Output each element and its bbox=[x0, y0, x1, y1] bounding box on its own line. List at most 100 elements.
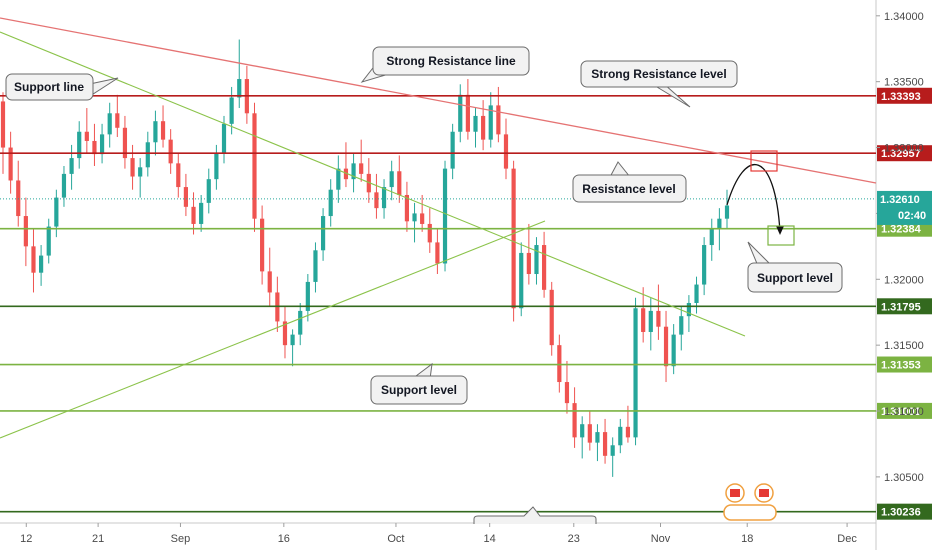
candle-body bbox=[160, 121, 166, 140]
strong-resistance-trendline[interactable] bbox=[0, 17, 877, 184]
candle-body bbox=[618, 426, 623, 446]
candle-body bbox=[412, 213, 417, 222]
candle-body bbox=[663, 326, 669, 367]
candle-body bbox=[526, 252, 531, 275]
callout-strong-resistance-line[interactable]: Strong Resistance line bbox=[360, 46, 530, 83]
candle-body bbox=[442, 168, 448, 264]
candle-body bbox=[84, 131, 89, 141]
candle-body bbox=[168, 139, 173, 164]
y-tick-label: 1.30500 bbox=[884, 472, 924, 484]
candle-body bbox=[176, 163, 181, 188]
level-price-label: 1.32384 bbox=[881, 224, 922, 236]
candle-body bbox=[92, 140, 97, 155]
candle-body bbox=[641, 308, 646, 332]
candle-body bbox=[313, 250, 318, 282]
current-price-value: 1.32610 bbox=[880, 194, 920, 206]
level-price-label: 1.32957 bbox=[881, 148, 921, 160]
callout-support-level-lower[interactable]: Support level bbox=[370, 362, 468, 405]
callout-support-level-right[interactable]: Support level bbox=[747, 241, 843, 293]
candle-body bbox=[351, 163, 356, 180]
candle-body bbox=[138, 167, 143, 177]
candle-body bbox=[107, 113, 112, 135]
candle-body bbox=[99, 134, 105, 155]
x-tick-label: 23 bbox=[568, 533, 580, 545]
candle-body bbox=[702, 245, 707, 285]
x-tick-label: Sep bbox=[171, 533, 191, 545]
candle-body bbox=[709, 229, 714, 246]
y-tick-label: 1.33500 bbox=[884, 77, 924, 89]
level-price-tag bbox=[877, 298, 932, 315]
candle-body bbox=[488, 105, 493, 140]
candle-body bbox=[267, 271, 272, 293]
callout-label: Support level bbox=[757, 271, 833, 285]
candle-body bbox=[61, 173, 67, 198]
candle-body bbox=[671, 334, 676, 367]
candle-body bbox=[679, 316, 684, 335]
projection-arrowhead-icon bbox=[776, 226, 784, 235]
callout-resistance-level[interactable]: Resistance level bbox=[572, 161, 687, 203]
candle-body bbox=[69, 158, 74, 174]
callout-label: Support level bbox=[381, 383, 457, 397]
candle-body bbox=[366, 173, 371, 193]
candle-body bbox=[534, 245, 539, 275]
candle-body bbox=[16, 180, 21, 217]
y-tick-label: 1.32000 bbox=[884, 274, 924, 286]
candle-body bbox=[602, 432, 608, 456]
callout-label: Support line bbox=[14, 80, 84, 94]
candle-body bbox=[633, 308, 638, 438]
candle-body bbox=[183, 187, 189, 207]
candle-body bbox=[343, 168, 349, 180]
candle-body bbox=[130, 158, 135, 177]
candle-body bbox=[328, 189, 333, 217]
callout-support-line[interactable]: Support line bbox=[5, 73, 119, 101]
callout-label: Strong Resistance level bbox=[591, 67, 726, 81]
support-trendline-ascending[interactable] bbox=[0, 220, 546, 439]
level-price-label: 1.33393 bbox=[881, 91, 921, 103]
candle-body bbox=[320, 216, 326, 251]
candle-body bbox=[23, 216, 28, 247]
candle-body bbox=[435, 242, 440, 264]
candle-body bbox=[656, 310, 661, 327]
candle-body bbox=[473, 115, 478, 132]
level-price-label: 1.31353 bbox=[881, 360, 921, 372]
candle-body bbox=[191, 206, 196, 224]
candle-body bbox=[724, 205, 730, 219]
projection-curve bbox=[726, 163, 781, 233]
level-price-tag bbox=[877, 145, 932, 162]
time-axis[interactable]: 12 21 Sep 16 Oct 14 23 Nov 18 Dec bbox=[20, 523, 857, 545]
candle-body bbox=[153, 121, 158, 143]
y-tick-label: 1.31500 bbox=[884, 340, 924, 352]
candle-body bbox=[229, 97, 234, 124]
economic-events-icon[interactable] bbox=[723, 483, 777, 521]
candle-body bbox=[389, 171, 394, 188]
support-trendline-descending[interactable] bbox=[0, 31, 746, 337]
x-tick-label: Oct bbox=[387, 533, 404, 545]
candle-body bbox=[717, 218, 722, 230]
candle-body bbox=[122, 127, 128, 159]
candle-body bbox=[221, 123, 227, 153]
candle-body bbox=[298, 310, 303, 335]
candle-body bbox=[0, 101, 6, 148]
candle-body bbox=[450, 131, 455, 169]
candle-body bbox=[252, 113, 257, 219]
candle-body bbox=[511, 168, 516, 309]
candle-body bbox=[580, 424, 585, 438]
target-box-support bbox=[767, 225, 795, 246]
candle-body bbox=[420, 213, 425, 224]
candle-body bbox=[397, 171, 402, 195]
candle-body bbox=[625, 426, 631, 438]
x-tick-label: 14 bbox=[484, 533, 496, 545]
y-tick-label: 1.33000 bbox=[884, 143, 924, 155]
candle-body bbox=[381, 187, 387, 209]
candle-body bbox=[686, 302, 691, 317]
level-price-tag bbox=[877, 402, 932, 419]
x-tick-label: 12 bbox=[20, 533, 32, 545]
x-tick-label: Dec bbox=[837, 533, 857, 545]
candle-body bbox=[282, 321, 288, 346]
candle-body bbox=[427, 223, 432, 243]
candle-body bbox=[374, 192, 379, 209]
candle-body bbox=[260, 218, 265, 272]
callout-strong-resistance-level[interactable]: Strong Resistance level bbox=[580, 60, 738, 108]
candle-body bbox=[465, 94, 470, 132]
